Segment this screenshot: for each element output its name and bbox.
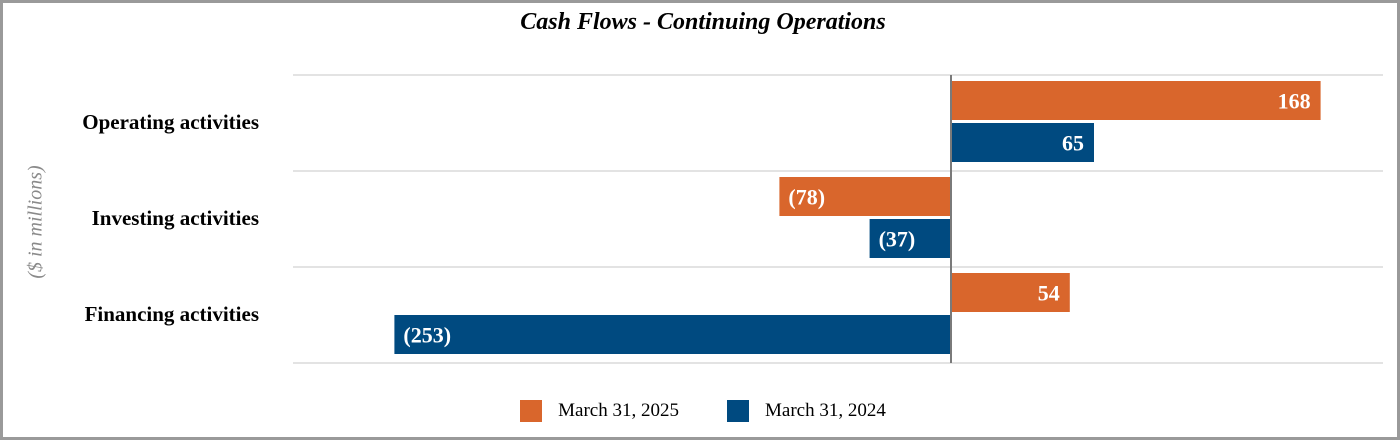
category-label: Financing activities [85,302,259,326]
data-label: (78) [788,185,825,210]
data-label: 168 [1278,89,1311,114]
data-label: (253) [403,323,451,348]
bar [951,81,1321,120]
legend-item-2025: March 31, 2025 [520,400,679,422]
legend-swatch-2025 [520,400,543,422]
bar [779,177,951,216]
legend-label-2024: March 31, 2024 [765,400,886,421]
category-label: Investing activities [92,206,259,230]
data-label: 65 [1062,131,1084,156]
legend-swatch-2024 [727,400,749,422]
legend: March 31, 2025 March 31, 2024 [3,400,1400,422]
chart-plot: Operating activities 168 65 Investing activ… [82,74,1383,364]
chart-title: Cash Flows - Continuing Operations [520,9,886,35]
legend-item-2024: March 31, 2024 [727,400,886,422]
bar [951,123,1094,162]
data-label: 54 [1038,281,1060,306]
data-label: (37) [879,227,916,252]
bar [951,273,1070,312]
legend-label-2025: March 31, 2025 [558,400,679,421]
bar [394,315,951,354]
bar [869,219,951,258]
category-label: Operating activities [82,110,259,134]
